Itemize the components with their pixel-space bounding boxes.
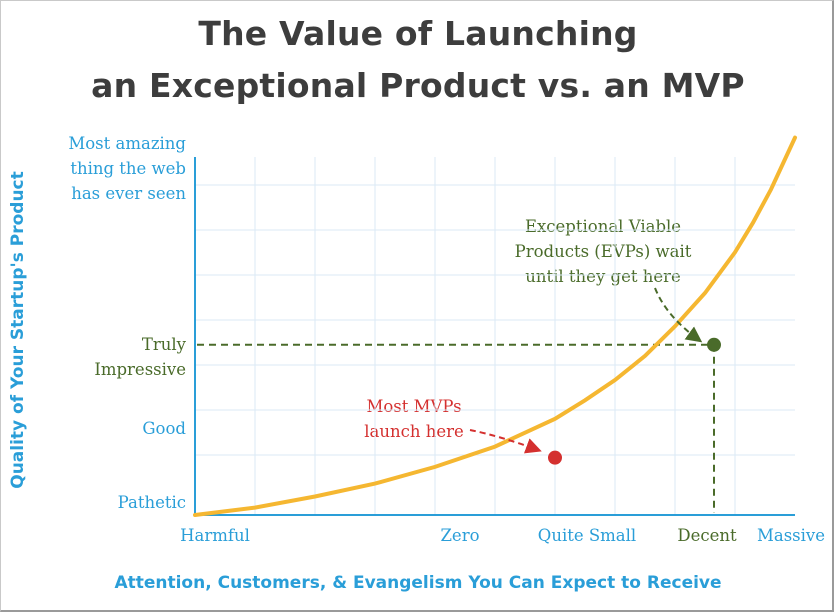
mvp-point [548,450,562,465]
annotation-evp: Exceptional Viable Products (EVPs) wait … [514,217,692,286]
chart-title-line2: an Exceptional Product vs. an MVP [91,66,745,105]
y-tick-label-pathetic: Pathetic [117,493,186,512]
grid-lines [195,157,795,515]
chart-title: The Value of Launching [198,14,638,53]
x-tick-label-decent: Decent [677,526,737,545]
x-tick-label-zero: Zero [440,526,480,545]
mvp-arrow [469,429,542,454]
evp-arrow [654,287,703,343]
y-tick-label-most-amazing: Most amazing thing the web has ever seen [68,134,186,203]
x-tick-label-massive: Massive [756,526,826,545]
x-tick-label-quite-small: Quite Small [537,526,637,545]
quality-attention-curve [193,135,797,517]
annotation-mvp: Most MVPs launch here [364,397,464,441]
x-tick-label-harmful: Harmful [180,526,250,545]
x-axis-label: Attention, Customers, & Evangelism You C… [114,573,722,593]
y-tick-label-truly-impressive: Truly Impressive [94,335,186,379]
evp-point [707,337,721,352]
y-tick-label-good: Good [142,419,186,438]
